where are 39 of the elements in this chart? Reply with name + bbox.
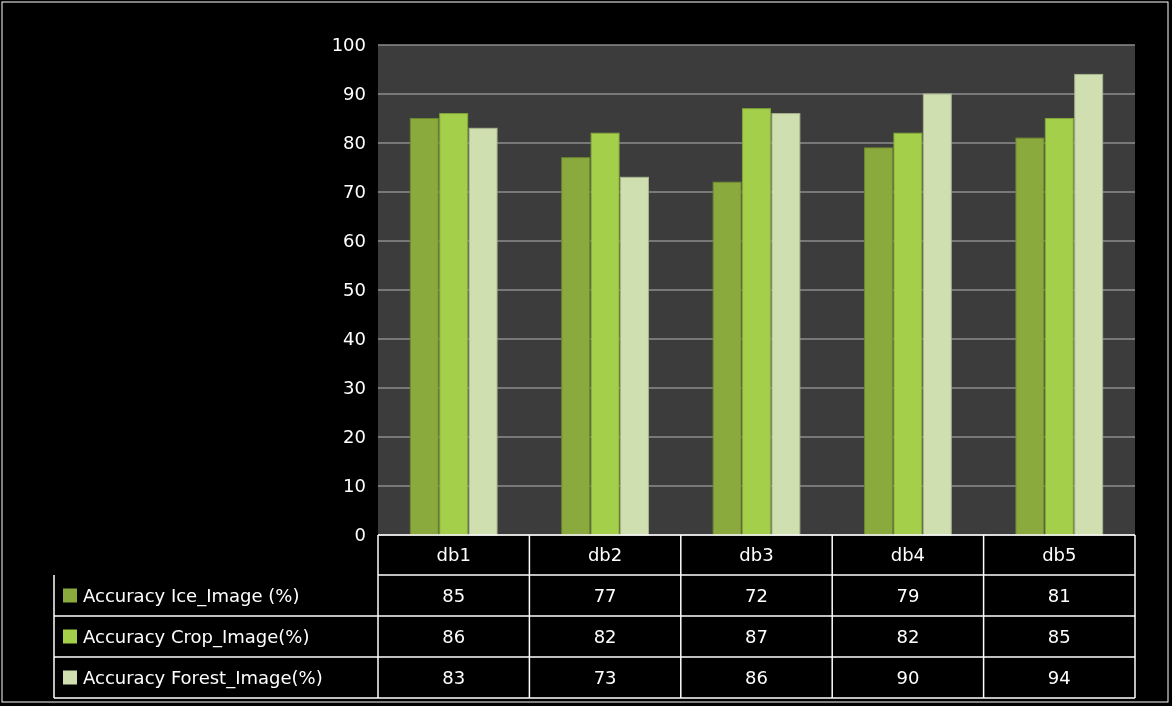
y-tick-label: 70 bbox=[343, 181, 366, 203]
y-tick-label: 30 bbox=[343, 377, 366, 399]
legend-label: Accuracy Crop_Image(%) bbox=[83, 625, 310, 648]
y-tick-label: 100 bbox=[331, 34, 366, 56]
data-label: 73 bbox=[593, 666, 617, 688]
data-label: 79 bbox=[896, 584, 920, 606]
data-label: 82 bbox=[593, 625, 617, 647]
y-tick-label: 80 bbox=[343, 132, 366, 154]
data-label: 82 bbox=[896, 625, 920, 647]
y-tick-label: 50 bbox=[343, 279, 366, 301]
y-tick-label: 60 bbox=[343, 230, 366, 252]
data-label: 90 bbox=[896, 666, 920, 688]
x-tick-label: db3 bbox=[739, 544, 774, 565]
data-label: 81 bbox=[1047, 584, 1071, 606]
x-tick-label: db5 bbox=[1042, 544, 1077, 565]
data-label: 85 bbox=[442, 584, 466, 606]
y-tick-label: 10 bbox=[343, 475, 366, 497]
data-label: 86 bbox=[745, 666, 768, 688]
bar bbox=[1074, 73, 1104, 536]
x-tick-label: db1 bbox=[436, 544, 471, 565]
data-label: 77 bbox=[593, 584, 617, 606]
bar bbox=[922, 93, 952, 536]
data-label: 72 bbox=[745, 584, 768, 606]
data-label: 87 bbox=[745, 625, 768, 647]
y-tick-label: 20 bbox=[343, 426, 366, 448]
data-label: 85 bbox=[1047, 625, 1071, 647]
data-label: 94 bbox=[1047, 666, 1071, 688]
x-tick-label: db2 bbox=[587, 544, 623, 565]
legend-label: Accuracy Ice_Image (%) bbox=[83, 584, 300, 607]
bar bbox=[620, 176, 649, 536]
x-tick-label: db4 bbox=[890, 544, 926, 565]
bar bbox=[468, 127, 498, 536]
y-tick-label: 40 bbox=[343, 328, 366, 350]
y-tick-label: 90 bbox=[343, 83, 366, 105]
data-label: 83 bbox=[442, 666, 466, 688]
y-tick-label: 0 bbox=[354, 524, 366, 546]
legend-label: Accuracy Forest_Image(%) bbox=[83, 666, 323, 689]
data-label: 86 bbox=[442, 625, 466, 647]
bar bbox=[771, 113, 801, 536]
